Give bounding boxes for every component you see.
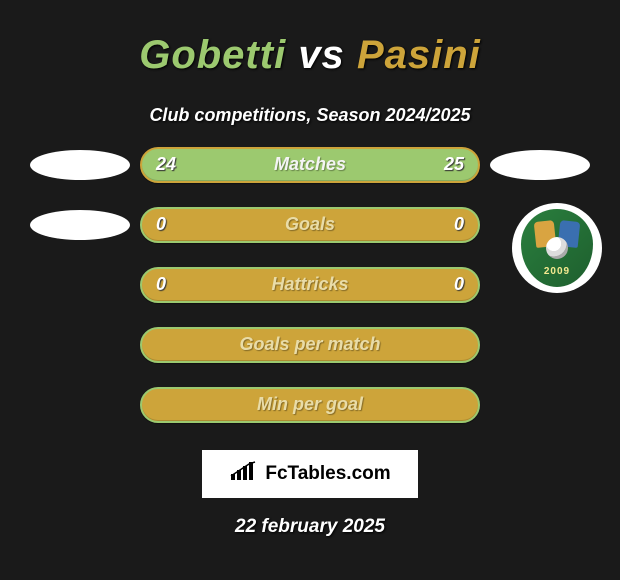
player2-name: Pasini: [357, 33, 481, 77]
bar-chart-icon: [229, 460, 257, 487]
stat-label: Goals: [142, 214, 478, 235]
placeholder-badge-left: [30, 210, 130, 240]
left-slot: [20, 210, 140, 240]
fctables-logo[interactable]: FcTables.com: [202, 450, 418, 498]
badge-year: 2009: [544, 266, 570, 277]
stat-pill: Goals per match: [140, 327, 480, 363]
page-title: Gobetti vs Pasini: [0, 27, 620, 78]
stat-row: Min per goal: [0, 384, 620, 426]
club-badge-shield: 2009: [521, 209, 593, 287]
stat-pill: Min per goal: [140, 387, 480, 423]
player1-name: Gobetti: [139, 33, 286, 77]
stat-row: Goals per match: [0, 324, 620, 366]
stat-value-left: 0: [156, 214, 166, 235]
stat-value-right: 25: [444, 154, 464, 175]
stat-row: 24 25Matches: [0, 144, 620, 186]
subtitle: Club competitions, Season 2024/2025: [0, 105, 620, 126]
stat-label: Goals per match: [142, 334, 478, 355]
stats-rows: 2425Matches00Goals00HattricksGoals per m…: [0, 144, 620, 426]
stat-value-left: 24: [156, 154, 176, 175]
stat-value-right: 0: [454, 214, 464, 235]
right-slot: [480, 150, 600, 180]
stat-pill: 24 25Matches: [140, 147, 480, 183]
club-badge: 2009: [512, 203, 602, 293]
placeholder-badge-right: [490, 150, 590, 180]
stat-label: Matches: [142, 154, 478, 175]
stat-label: Hattricks: [142, 274, 478, 295]
placeholder-badge-left: [30, 150, 130, 180]
left-slot: [20, 150, 140, 180]
football-icon: [546, 237, 568, 259]
fctables-logo-text: FcTables.com: [265, 463, 390, 485]
stat-value-left: 0: [156, 274, 166, 295]
vs-label: vs: [298, 33, 345, 77]
date-label: 22 february 2025: [0, 516, 620, 538]
stat-pill: 0 0Goals: [140, 207, 480, 243]
stat-value-right: 0: [454, 274, 464, 295]
stat-pill: 0 0Hattricks: [140, 267, 480, 303]
stat-label: Min per goal: [142, 394, 478, 415]
